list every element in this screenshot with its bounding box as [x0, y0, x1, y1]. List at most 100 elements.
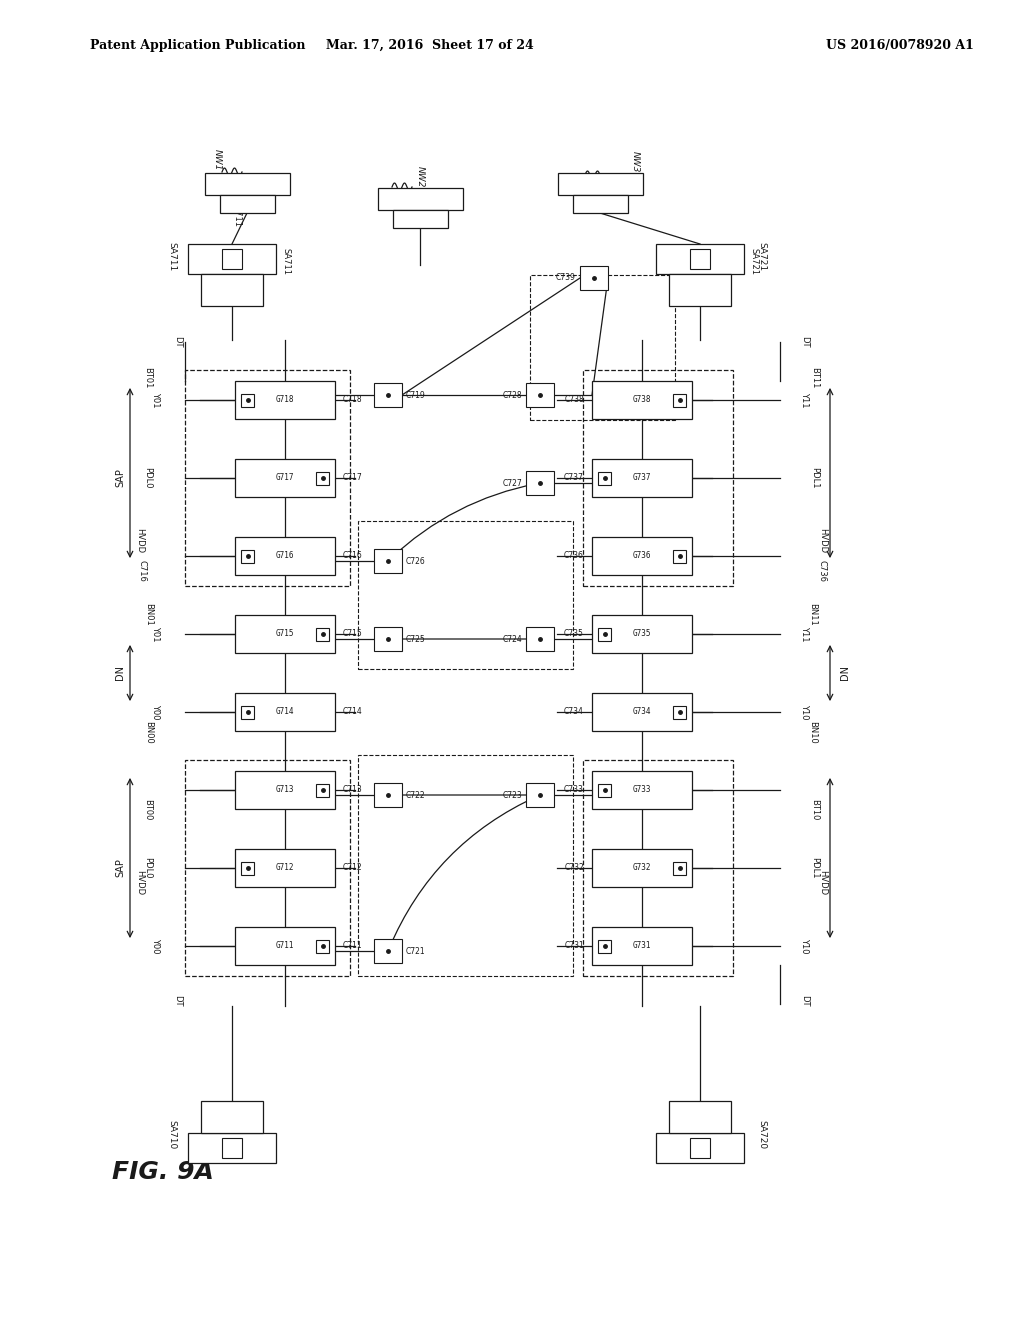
Text: C716: C716: [138, 560, 147, 582]
Text: C712: C712: [343, 863, 362, 873]
Text: BN10: BN10: [808, 721, 817, 743]
Bar: [526, 383, 554, 407]
Text: SA711: SA711: [232, 201, 242, 227]
Bar: [598, 784, 611, 796]
Text: SAP: SAP: [115, 469, 125, 487]
Text: G736: G736: [633, 552, 651, 561]
Bar: [374, 383, 402, 407]
Text: C726: C726: [406, 557, 426, 565]
Bar: [673, 393, 686, 407]
Text: C734: C734: [564, 708, 584, 717]
Text: FIG. 9A: FIG. 9A: [112, 1160, 214, 1184]
Bar: [572, 195, 628, 213]
Bar: [234, 927, 335, 965]
Bar: [526, 627, 554, 651]
Bar: [234, 693, 335, 731]
Bar: [241, 549, 254, 562]
Text: Y10: Y10: [800, 939, 809, 954]
Text: C721: C721: [406, 946, 426, 956]
Text: G737: G737: [633, 474, 651, 483]
Bar: [592, 771, 692, 809]
Bar: [234, 771, 335, 809]
Text: DT: DT: [800, 995, 809, 1007]
Text: G735: G735: [633, 630, 651, 639]
Text: G714: G714: [275, 708, 294, 717]
Text: C728: C728: [503, 391, 522, 400]
Text: G733: G733: [633, 785, 651, 795]
Bar: [598, 940, 611, 953]
Bar: [673, 862, 686, 874]
Bar: [557, 173, 642, 195]
Bar: [598, 471, 611, 484]
Bar: [374, 783, 402, 807]
Text: G715: G715: [275, 630, 294, 639]
Bar: [222, 1138, 242, 1158]
Bar: [378, 187, 463, 210]
Text: US 2016/0078920 A1: US 2016/0078920 A1: [826, 38, 974, 51]
Text: SA711: SA711: [168, 243, 176, 272]
Bar: [592, 693, 692, 731]
Bar: [234, 537, 335, 576]
Bar: [185, 370, 350, 586]
Bar: [316, 627, 329, 640]
Text: G716: G716: [275, 552, 294, 561]
Text: PDL1: PDL1: [810, 467, 819, 488]
Text: BN11: BN11: [808, 603, 817, 626]
Text: HVDD: HVDD: [818, 870, 827, 895]
Text: SA720: SA720: [758, 1121, 767, 1150]
Text: PDL0: PDL0: [143, 857, 152, 879]
Text: C736: C736: [564, 552, 584, 561]
Bar: [201, 1101, 263, 1133]
Text: C738: C738: [564, 396, 584, 404]
Text: Y00: Y00: [151, 939, 160, 954]
Text: SA710: SA710: [242, 1131, 251, 1159]
Bar: [234, 849, 335, 887]
Bar: [673, 549, 686, 562]
Text: DT: DT: [173, 337, 182, 347]
Text: C723: C723: [502, 791, 522, 800]
Bar: [690, 249, 710, 269]
Text: C731: C731: [564, 941, 584, 950]
Text: C714: C714: [343, 708, 362, 717]
Text: Patent Application Publication: Patent Application Publication: [90, 38, 305, 51]
Bar: [201, 275, 263, 306]
Bar: [592, 459, 692, 498]
Bar: [241, 862, 254, 874]
Text: Y01: Y01: [151, 392, 160, 408]
Bar: [374, 549, 402, 573]
Text: NW3: NW3: [631, 152, 640, 173]
Text: NW2: NW2: [416, 166, 425, 187]
Text: Y11: Y11: [800, 626, 809, 642]
Text: Y01: Y01: [151, 626, 160, 642]
Bar: [656, 244, 744, 275]
Text: C711: C711: [343, 941, 362, 950]
Text: G738: G738: [633, 396, 651, 404]
Bar: [205, 173, 290, 195]
Text: DT: DT: [173, 995, 182, 1007]
Text: G718: G718: [275, 396, 294, 404]
Text: BT01: BT01: [143, 367, 152, 388]
Bar: [526, 471, 554, 495]
Text: HVDD: HVDD: [818, 528, 827, 553]
Bar: [358, 521, 573, 669]
Text: C717: C717: [343, 474, 362, 483]
Text: Y00: Y00: [151, 705, 160, 719]
Bar: [580, 267, 608, 290]
Bar: [592, 849, 692, 887]
Bar: [583, 370, 733, 586]
Text: SA721: SA721: [750, 248, 759, 276]
Text: Mar. 17, 2016  Sheet 17 of 24: Mar. 17, 2016 Sheet 17 of 24: [326, 38, 534, 51]
Text: BN00: BN00: [144, 721, 153, 743]
Text: G711: G711: [275, 941, 294, 950]
Bar: [374, 627, 402, 651]
Text: G717: G717: [275, 474, 294, 483]
Text: BT11: BT11: [810, 367, 819, 388]
Bar: [316, 784, 329, 796]
Bar: [673, 705, 686, 718]
Bar: [656, 1133, 744, 1163]
Text: C718: C718: [343, 396, 362, 404]
Text: G712: G712: [275, 863, 294, 873]
Bar: [392, 210, 447, 228]
Text: C737: C737: [564, 474, 584, 483]
Bar: [530, 275, 675, 420]
